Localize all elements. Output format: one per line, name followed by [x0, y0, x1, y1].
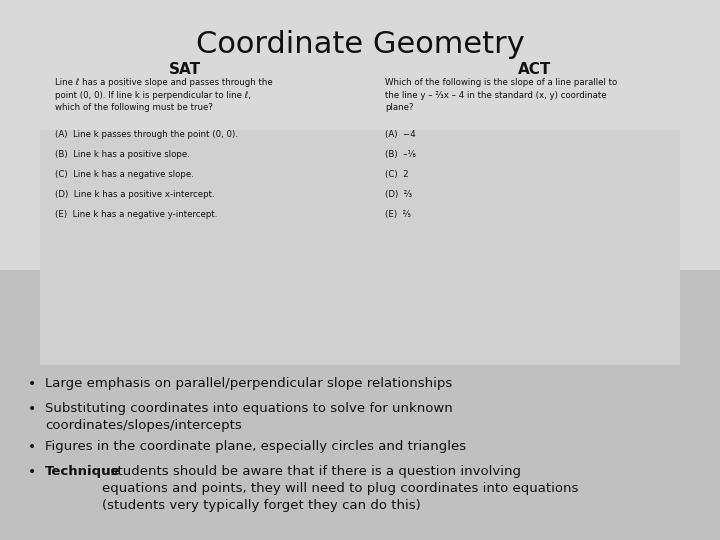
- Bar: [40, 130, 680, 365]
- Text: Large emphasis on parallel/perpendicular slope relationships: Large emphasis on parallel/perpendicular…: [45, 377, 452, 390]
- Text: •: •: [28, 440, 36, 454]
- Text: (B)  Line k has a positive slope.: (B) Line k has a positive slope.: [55, 150, 190, 159]
- Text: (C)  Line k has a negative slope.: (C) Line k has a negative slope.: [55, 170, 194, 179]
- Bar: [0, 0, 720, 270]
- Text: •: •: [28, 377, 36, 391]
- Text: ACT: ACT: [518, 62, 552, 77]
- Text: •: •: [28, 402, 36, 416]
- Text: SAT: SAT: [169, 62, 201, 77]
- Text: (D)  Line k has a positive x-intercept.: (D) Line k has a positive x-intercept.: [55, 190, 215, 199]
- Text: (A)  −4: (A) −4: [385, 130, 415, 139]
- Text: Technique: Technique: [45, 465, 121, 478]
- Text: Figures in the coordinate plane, especially circles and triangles: Figures in the coordinate plane, especia…: [45, 440, 466, 453]
- Text: Substituting coordinates into equations to solve for unknown
coordinates/slopes/: Substituting coordinates into equations …: [45, 402, 453, 432]
- Text: (E)  ⅖: (E) ⅖: [385, 210, 411, 219]
- Text: : students should be aware that if there is a question involving
equations and p: : students should be aware that if there…: [102, 465, 578, 512]
- Text: (D)  ⅔: (D) ⅔: [385, 190, 412, 199]
- Text: (C)  2: (C) 2: [385, 170, 409, 179]
- Bar: [0, 270, 720, 540]
- Text: Which of the following is the slope of a line parallel to
the line y – ⅔x – 4 in: Which of the following is the slope of a…: [385, 78, 617, 112]
- Text: (E)  Line k has a negative y-intercept.: (E) Line k has a negative y-intercept.: [55, 210, 217, 219]
- Text: Line ℓ has a positive slope and passes through the
point (0, 0). If line k is pe: Line ℓ has a positive slope and passes t…: [55, 78, 273, 112]
- Text: (B)  –⅛: (B) –⅛: [385, 150, 416, 159]
- Text: (A)  Line k passes through the point (0, 0).: (A) Line k passes through the point (0, …: [55, 130, 238, 139]
- Text: •: •: [28, 465, 36, 479]
- Text: Coordinate Geometry: Coordinate Geometry: [196, 30, 524, 59]
